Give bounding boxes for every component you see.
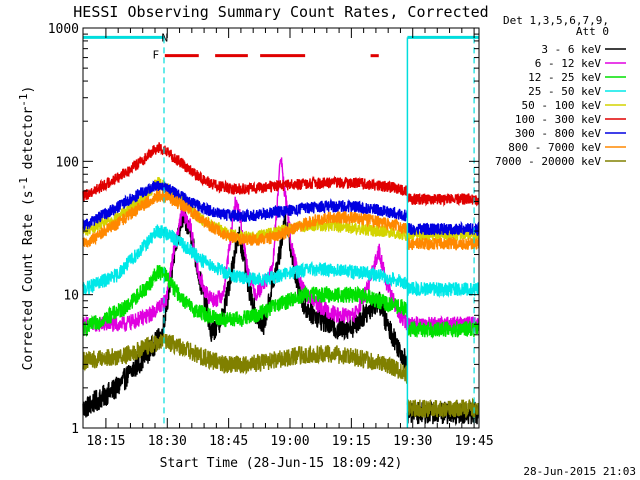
x-tick-label-18-30: 18:30 <box>148 434 187 449</box>
series-line-6-12-kev <box>82 157 408 334</box>
y-tick-label-100: 100 <box>56 155 79 170</box>
y-label-end: ) <box>21 86 36 94</box>
flags-layer: FN <box>83 31 479 428</box>
date-stamp: 28-Jun-2015 21:03 <box>523 465 636 478</box>
legend-header-0: Det 1,3,5,6,7,9, <box>503 14 609 27</box>
series-layer <box>82 142 480 427</box>
series-12-25-kev <box>82 265 480 339</box>
series-line-800-7000-kev <box>82 188 408 248</box>
x-tick-label-19-45: 19:45 <box>455 434 494 449</box>
y-tick-label-1000: 1000 <box>48 22 79 37</box>
x-tick-label-18-45: 18:45 <box>209 434 248 449</box>
plot-frame <box>82 27 480 429</box>
flag-label-n: N <box>162 31 169 44</box>
series-tail-7000-20000-kev <box>406 397 480 418</box>
series-25-50-kev <box>82 224 480 299</box>
series-100-300-kev <box>82 142 480 207</box>
series-line-7000-20000-kev <box>82 333 408 384</box>
y-label-mid: detector <box>21 107 36 178</box>
y-label-main: Corrected Count Rate (s <box>21 190 36 370</box>
series-800-7000-kev <box>82 188 480 251</box>
series-tail-800-7000-kev <box>406 236 480 251</box>
series-300-800-kev <box>82 180 480 237</box>
axis-ticks: 18:15 18:30 18:45 19:00 19:15 19:30 19:45 1 10 10… <box>48 22 494 449</box>
x-tick-label-19-15: 19:15 <box>332 434 371 449</box>
flag-label-f: F <box>153 49 160 62</box>
series-line-3-6-kev <box>82 208 408 418</box>
legend-label-300-800-kev: 300 - 800 keV <box>515 127 601 140</box>
series-line-25-50-kev <box>82 224 408 295</box>
legend-label-100-300-kev: 100 - 300 keV <box>515 113 601 126</box>
y-label-sup1: -1 <box>17 177 30 190</box>
series-line-300-800-kev <box>82 180 408 231</box>
legend-label-25-50-kev: 25 - 50 keV <box>528 85 601 98</box>
series-tail-100-300-kev <box>406 192 480 207</box>
series-tail-300-800-kev <box>406 220 480 237</box>
y-label-sup2: -1 <box>17 93 30 106</box>
x-axis-label: Start Time (28-Jun-15 18:09:42) <box>160 456 403 471</box>
series-tail-12-25-kev <box>406 321 480 339</box>
x-tick-label-18-15: 18:15 <box>86 434 125 449</box>
legend-label-7000-20000-kev: 7000 - 20000 keV <box>495 155 601 168</box>
chart-title: HESSI Observing Summary Count Rates, Cor… <box>73 3 488 21</box>
x-tick-label-19-30: 19:30 <box>393 434 432 449</box>
y-tick-label-10: 10 <box>63 289 79 304</box>
legend-label-12-25-kev: 12 - 25 keV <box>528 71 601 84</box>
y-tick-label-1: 1 <box>71 422 79 437</box>
legend-label-6-12-kev: 6 - 12 keV <box>535 57 602 70</box>
legend-label-50-100-kev: 50 - 100 keV <box>522 99 602 112</box>
legend-label-3-6-kev: 3 - 6 keV <box>541 43 601 56</box>
series-line-12-25-kev <box>82 265 408 337</box>
legend-label-800-7000-kev: 800 - 7000 keV <box>508 141 601 154</box>
legend-header-1: Att 0 <box>576 25 609 38</box>
series-7000-20000-kev <box>82 333 480 418</box>
series-line-100-300-kev <box>82 142 408 202</box>
x-tick-label-19-00: 19:00 <box>270 434 309 449</box>
series-tail-25-50-kev <box>406 280 480 299</box>
y-axis-label: Corrected Count Rate (s-1 detector-1) <box>17 86 36 371</box>
